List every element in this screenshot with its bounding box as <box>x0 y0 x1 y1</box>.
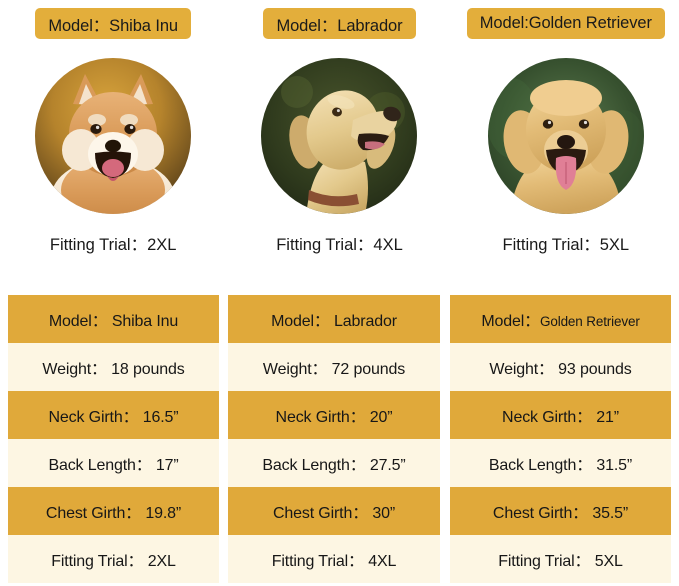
spec-weight: Weight： 93 pounds <box>489 361 632 378</box>
fitting-trial-caption-shiba-inu: Fitting Trial：2XL <box>49 236 177 254</box>
spec-chest-girth: Chest Girth： 30” <box>272 505 396 522</box>
table-row: Chest Girth： 35.5” <box>450 487 671 535</box>
spec-weight: Weight： 18 pounds <box>42 361 185 378</box>
table-row: Weight： 72 pounds <box>228 343 440 391</box>
spec-back-length: Back Length： 27.5” <box>262 457 406 474</box>
spec-neck-girth: Neck Girth： 20” <box>275 409 393 426</box>
table-row: Fitting Trial： 5XL <box>450 535 671 583</box>
fitting-trial-caption-golden-retriever: Fitting Trial：5XL <box>502 236 630 254</box>
table-row: Fitting Trial： 2XL <box>8 535 219 583</box>
spec-fitting-trial: Fitting Trial： 4XL <box>271 553 397 570</box>
spec-column-shiba-inu: Model： Shiba Inu Weight： 18 pounds Neck … <box>8 295 219 586</box>
table-row: Weight： 93 pounds <box>450 343 671 391</box>
table-row: Model： Labrador <box>228 295 440 343</box>
model-badge-labrador: Model：Labrador <box>263 8 416 39</box>
table-row: Chest Girth： 30” <box>228 487 440 535</box>
fitting-trial-caption-labrador: Fitting Trial：4XL <box>276 236 403 254</box>
spec-neck-girth: Neck Girth： 16.5” <box>48 409 179 426</box>
model-badge-label: Model：Labrador <box>276 16 403 35</box>
table-row: Back Length： 31.5” <box>450 439 671 487</box>
table-row: Chest Girth： 19.8” <box>8 487 219 535</box>
spec-model: Model： Shiba Inu <box>48 313 179 330</box>
table-row: Back Length： 27.5” <box>228 439 440 487</box>
golden-retriever-photo-image <box>487 58 644 214</box>
golden-retriever-photo <box>487 58 644 214</box>
spec-model: Model： Labrador <box>271 313 397 330</box>
spec-neck-girth: Neck Girth： 21” <box>502 409 619 426</box>
spec-model-value: Golden Retriever <box>540 314 640 329</box>
table-row: Model： Shiba Inu <box>8 295 219 343</box>
model-badge-prefix: Model: <box>479 14 529 32</box>
spec-weight: Weight： 72 pounds <box>262 361 406 378</box>
labrador-photo-image <box>261 58 418 214</box>
spec-chest-girth: Chest Girth： 19.8” <box>45 505 182 522</box>
table-row: Model：Golden Retriever <box>450 295 671 343</box>
model-badge-value: Golden Retriever <box>528 14 652 32</box>
model-card-labrador: Model：Labrador <box>226 0 452 285</box>
spec-model-label: Model： <box>481 313 541 330</box>
spec-column-labrador: Model： Labrador Weight： 72 pounds Neck G… <box>228 295 440 586</box>
spec-fitting-trial: Fitting Trial： 2XL <box>51 553 176 570</box>
spec-table: Model： Shiba Inu Weight： 18 pounds Neck … <box>0 295 679 586</box>
table-row: Neck Girth： 16.5” <box>8 391 219 439</box>
spec-back-length: Back Length： 17” <box>48 457 179 474</box>
table-row: Neck Girth： 21” <box>450 391 671 439</box>
model-card-shiba-inu: Model：Shiba Inu <box>0 0 226 285</box>
labrador-photo <box>261 58 418 214</box>
model-badge-label: Model：Shiba Inu <box>48 16 178 35</box>
spec-back-length: Back Length： 31.5” <box>488 457 633 474</box>
spec-chest-girth: Chest Girth： 35.5” <box>492 505 629 522</box>
table-row: Back Length： 17” <box>8 439 219 487</box>
shiba-inu-photo <box>35 58 192 214</box>
model-cards-section: Model：Shiba Inu <box>0 0 679 285</box>
model-card-golden-retriever: Model:Golden Retriever <box>453 0 679 285</box>
spec-column-golden-retriever: Model：Golden Retriever Weight： 93 pounds… <box>450 295 671 586</box>
table-row: Fitting Trial： 4XL <box>228 535 440 583</box>
table-row: Weight： 18 pounds <box>8 343 219 391</box>
model-badge-shiba-inu: Model：Shiba Inu <box>35 8 191 39</box>
shiba-inu-photo-image <box>35 58 192 214</box>
model-badge-golden-retriever: Model:Golden Retriever <box>466 8 665 39</box>
spec-fitting-trial: Fitting Trial： 5XL <box>498 553 623 570</box>
table-row: Neck Girth： 20” <box>228 391 440 439</box>
